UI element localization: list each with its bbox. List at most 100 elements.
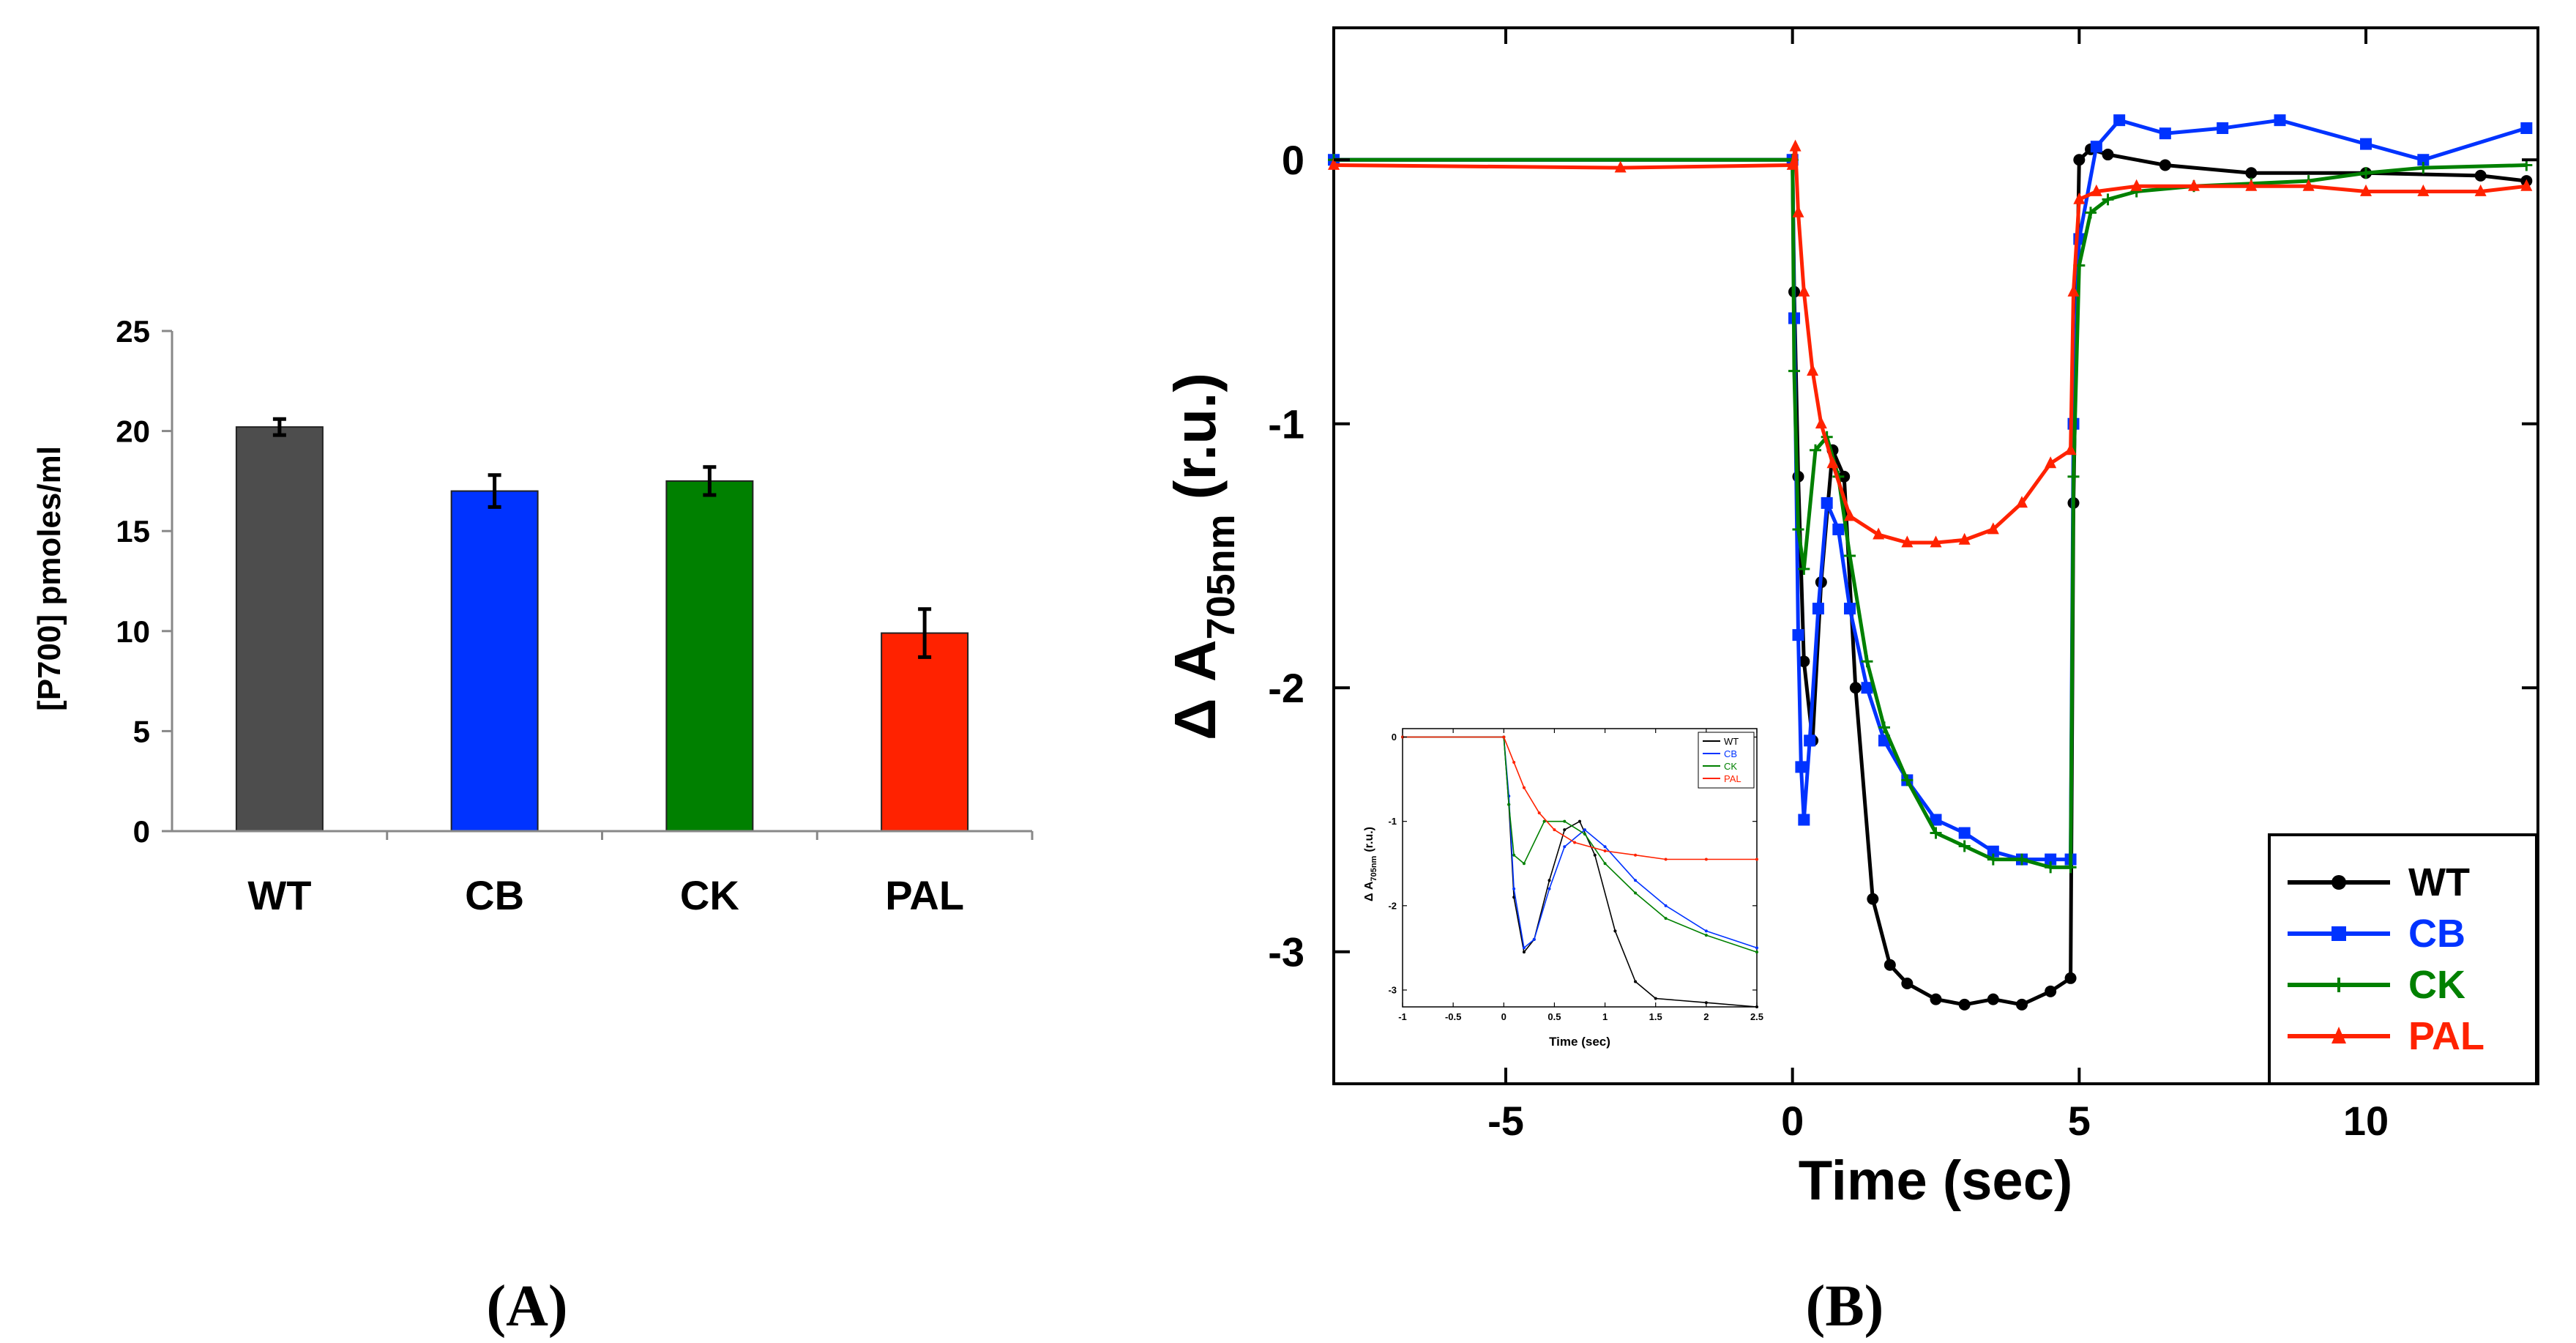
b-point-pal <box>2064 443 2077 455</box>
b-point-cb <box>1832 523 1845 535</box>
panel-b-ylabel: Δ A705nm (r.u.) <box>1162 373 1243 740</box>
inset-point-pal <box>1664 857 1668 861</box>
b-series-wt <box>1334 147 2527 1007</box>
b-legend-label-ck: CK <box>2408 963 2465 1007</box>
inset-point-pal <box>1704 857 1708 861</box>
b-point-pal <box>2073 192 2086 204</box>
inset-point-cb <box>1512 887 1516 890</box>
b-point-pal <box>2188 179 2200 191</box>
inset-legend-label-cb: CB <box>1724 748 1737 759</box>
svg-text:Δ A705nm(r.u.): Δ A705nm (r.u.) <box>1363 827 1378 901</box>
svg-text:Δ A705nm(r.u.): Δ A705nm (r.u.) <box>1162 373 1243 740</box>
b-point-wt <box>2245 167 2258 179</box>
b-ytick-label: -2 <box>1268 665 1304 711</box>
inset-point-cb <box>1634 879 1638 882</box>
a-bar-cb <box>450 490 539 832</box>
b-series-cb <box>1334 118 2528 862</box>
b-point-cb <box>1844 603 1856 615</box>
b-ytick-label: -3 <box>1268 929 1304 975</box>
b-point-cb <box>1798 814 1810 826</box>
b-point-wt <box>2045 985 2057 997</box>
a-xtick-label: WT <box>247 872 311 918</box>
b-point-pal <box>2520 179 2533 191</box>
inset-point-cb <box>1583 828 1586 832</box>
b-point-ck <box>1878 721 1890 734</box>
b-point-ck <box>1987 853 1999 866</box>
inset-xtick-label: 2.5 <box>1750 1011 1763 1022</box>
inset-xtick-label: -0.5 <box>1445 1011 1461 1022</box>
inset-point-pal <box>1522 786 1526 789</box>
b-point-ck <box>2067 470 2080 483</box>
b-point-pal <box>2474 184 2487 196</box>
b-point-pal <box>1901 535 1914 548</box>
inset-xtick-label: -1 <box>1398 1011 1407 1022</box>
inset-xtick-label: 0.5 <box>1548 1011 1561 1022</box>
inset-point-wt <box>1593 853 1597 857</box>
panel-b-ylabel-main: Δ A <box>1162 639 1228 740</box>
inset-point-pal <box>1553 828 1556 832</box>
inset-series-pal <box>1403 736 1757 860</box>
b-point-ck <box>2102 193 2114 206</box>
inset-point-ck <box>1522 862 1526 866</box>
b-point-wt <box>2102 149 2114 161</box>
inset-point-ck <box>1507 803 1511 806</box>
b-point-ck <box>1788 365 1801 377</box>
b-point-cb <box>1821 496 1833 509</box>
inset-point-wt <box>1563 828 1567 832</box>
a-bar-wt <box>235 426 324 832</box>
inset-ylabel-sub: 705nm <box>1370 855 1378 881</box>
b-point-ck <box>1901 774 1914 786</box>
panel-b-plot-frame <box>1332 26 2539 1085</box>
b-point-wt <box>1958 998 1971 1011</box>
panel-b-legend: WT CB CK PAL <box>2268 833 2538 1085</box>
b-point-wt <box>2064 972 2077 984</box>
b-point-wt <box>1798 655 1810 668</box>
inset-point-wt <box>1613 929 1617 933</box>
panel-b-inset: -1 -0.5 0 0.5 1 1.5 2 2.5 0 -1 -2 -3 Time (sec) Δ A… <box>1363 721 1772 1049</box>
b-point-wt <box>2159 159 2171 171</box>
b-point-wt <box>2474 169 2487 182</box>
b-point-ck <box>1958 840 1971 852</box>
a-bar-pal <box>881 632 969 832</box>
b-point-ck <box>2417 162 2430 174</box>
b-point-cb <box>2417 154 2430 166</box>
b-point-pal <box>1815 417 1827 429</box>
panel-a-ylabel: [P700] pmoles/ml <box>31 446 67 711</box>
b-legend-marker <box>2332 875 2346 890</box>
inset-xtick-label: 0 <box>1501 1011 1507 1022</box>
b-series-pal <box>1333 144 2527 545</box>
b-legend-marker <box>2332 1027 2346 1043</box>
inset-legend-label-ck: CK <box>1724 761 1737 772</box>
b-point-ck <box>2016 853 2028 866</box>
b-point-cb <box>1930 814 1942 826</box>
inset-legend-label-wt: WT <box>1724 736 1739 747</box>
a-ytick-label: 0 <box>133 814 150 849</box>
b-point-pal <box>2045 456 2057 469</box>
inset-point-cb <box>1532 937 1536 941</box>
b-point-pal <box>2090 184 2102 196</box>
a-bar-ck <box>665 480 754 833</box>
inset-point-cb <box>1755 946 1758 950</box>
b-point-pal <box>1807 364 1819 376</box>
inset-point-pal <box>1573 841 1577 844</box>
inset-legend-label-pal: PAL <box>1724 773 1741 784</box>
inset-ylabel-unit: (r.u.) <box>1363 827 1375 852</box>
b-point-ck <box>2064 861 2077 874</box>
b-point-pal <box>1792 205 1804 217</box>
inset-point-ck <box>1603 862 1607 866</box>
b-point-pal <box>1930 535 1942 548</box>
b-point-pal <box>1789 139 1802 152</box>
b-point-ck <box>1798 563 1810 576</box>
b-point-cb <box>1958 827 1971 839</box>
inset-point-wt <box>1578 819 1581 823</box>
inset-point-pal <box>1537 811 1541 815</box>
b-point-wt <box>1901 978 1914 990</box>
inset-point-pal <box>1634 853 1638 857</box>
b-point-pal <box>1826 456 1839 469</box>
panel-b-label: (B) <box>1806 1274 1884 1339</box>
b-legend-label-cb: CB <box>2408 912 2465 956</box>
b-point-ck <box>2360 167 2372 179</box>
b-point-wt <box>1930 993 1942 1005</box>
inset-point-ck <box>1755 950 1758 954</box>
